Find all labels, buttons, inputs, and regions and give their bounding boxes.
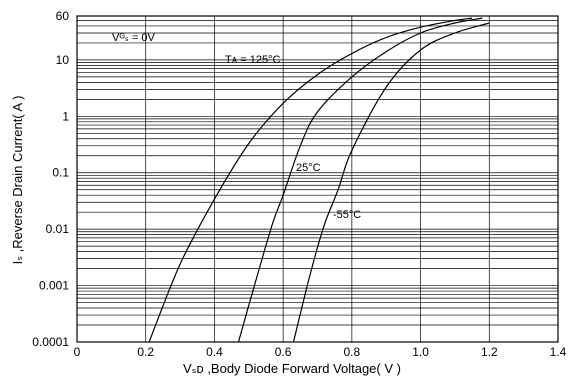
condition-label: Vᴳₛ = 0V xyxy=(112,32,156,44)
y-tick-label: 0.01 xyxy=(46,222,70,236)
x-tick-label: 1.4 xyxy=(550,345,567,359)
grid xyxy=(76,15,559,343)
x-tick-label: 1.0 xyxy=(412,345,429,359)
x-tick-label: 0.6 xyxy=(275,345,292,359)
y-axis-title: Iₛ ,Reverse Drain Current( A ) xyxy=(10,96,25,265)
series-label-minus55c: -55°C xyxy=(333,209,361,221)
curve-25c xyxy=(237,17,483,343)
y-tick-labels: 0.0001 0.001 0.01 0.1 1 10 60 xyxy=(32,9,69,349)
plot-frame xyxy=(76,15,559,343)
x-tick-label: 0.8 xyxy=(344,345,361,359)
x-tick-labels: 0 0.2 0.4 0.6 0.8 1.0 1.2 1.4 xyxy=(74,345,567,359)
curve-minus55c xyxy=(292,22,490,343)
y-tick-label: 0.001 xyxy=(39,279,69,293)
x-axis-title: Vₛᴅ ,Body Diode Forward Voltage( V ) xyxy=(183,361,401,376)
x-tick-label: 0.2 xyxy=(137,345,154,359)
y-tick-label: 10 xyxy=(56,53,70,67)
series-label-25c: 25°C xyxy=(296,162,321,174)
x-tick-label: 0.4 xyxy=(206,345,223,359)
x-tick-label: 1.2 xyxy=(481,345,498,359)
ta-label: Tᴀ = 125°C xyxy=(225,54,280,66)
y-tick-label: 60 xyxy=(56,9,70,23)
curve-125c xyxy=(148,17,473,343)
y-tick-label: 1 xyxy=(62,109,69,123)
x-tick-label: 0 xyxy=(74,345,81,359)
y-tick-label: 0.0001 xyxy=(32,335,69,349)
curves xyxy=(148,17,490,343)
y-tick-label: 0.1 xyxy=(52,166,69,180)
